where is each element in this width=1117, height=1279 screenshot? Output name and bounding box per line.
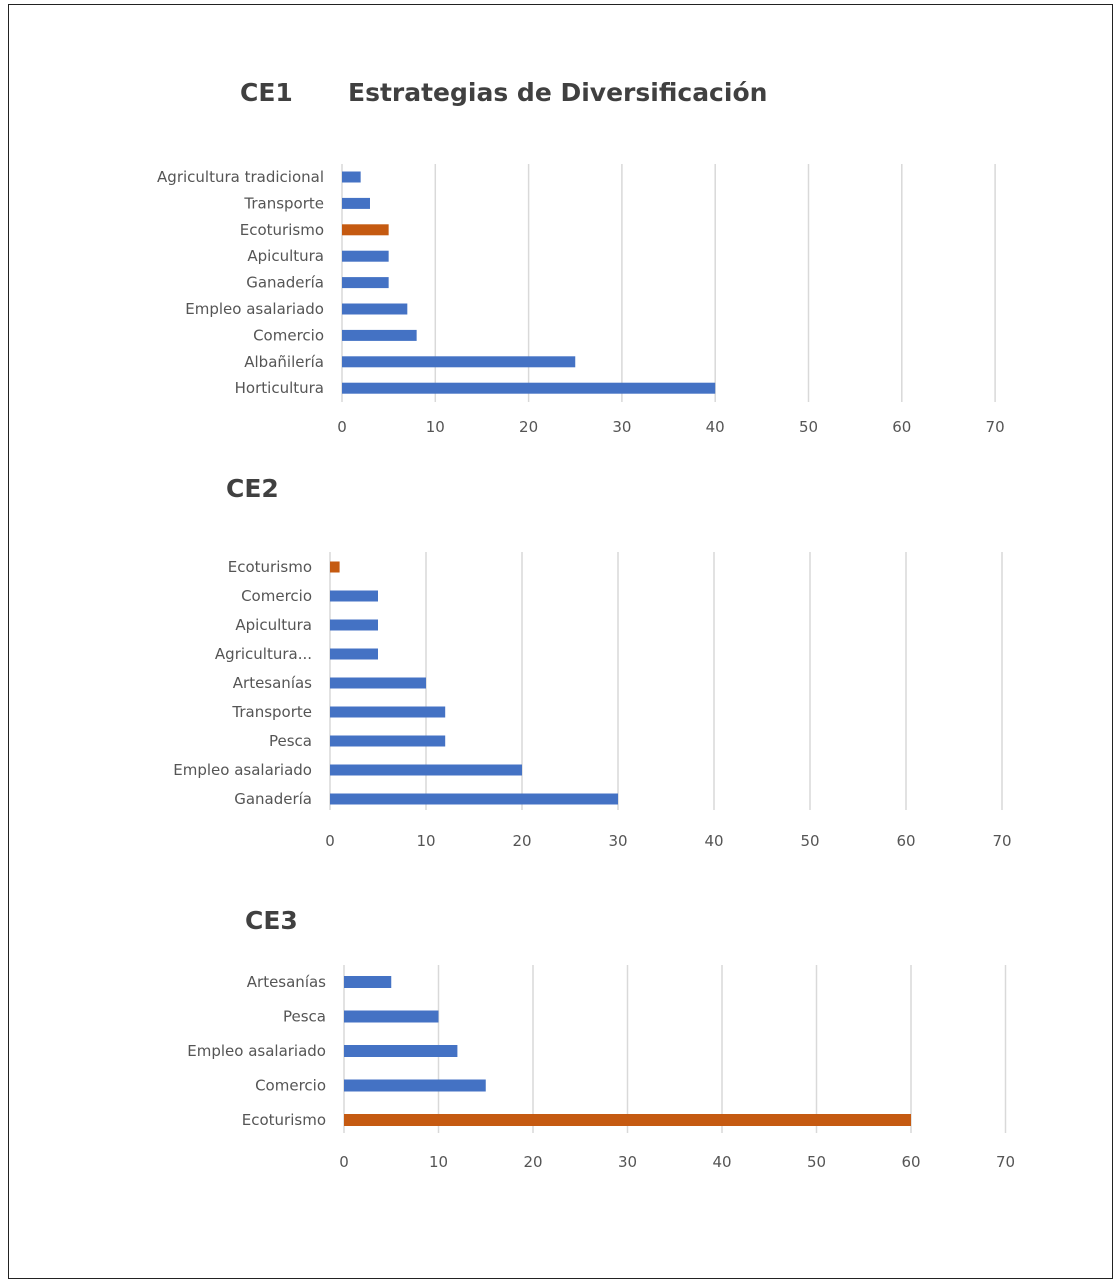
bar bbox=[344, 976, 392, 988]
x-tick-label: 60 bbox=[892, 418, 911, 436]
bar bbox=[330, 706, 446, 718]
category-label: Pesca bbox=[269, 732, 312, 750]
bar bbox=[344, 1045, 458, 1057]
x-tick-label: 30 bbox=[618, 1153, 637, 1171]
ce3-bar-chart: 0 10 20 30 40 50 60 70 Artesanías Pesca Empleo asa… bbox=[187, 965, 1015, 1171]
x-tick-label: 20 bbox=[512, 832, 531, 850]
category-label: Comercio bbox=[255, 1077, 326, 1095]
category-label: Empleo asalariado bbox=[173, 761, 312, 779]
x-tick-label: 0 bbox=[325, 832, 335, 850]
category-label: Artesanías bbox=[233, 674, 312, 692]
category-label: Comercio bbox=[241, 587, 312, 605]
x-tick-label: 10 bbox=[426, 418, 445, 436]
bar bbox=[344, 1010, 439, 1023]
ce2-title: CE2 bbox=[226, 474, 279, 503]
x-tick-label: 0 bbox=[339, 1153, 349, 1171]
category-label: Empleo asalariado bbox=[187, 1042, 326, 1060]
x-tick-label: 50 bbox=[800, 832, 819, 850]
category-label: Ecoturismo bbox=[242, 1111, 326, 1129]
x-tick-label: 60 bbox=[896, 832, 915, 850]
bar bbox=[342, 303, 408, 315]
x-tick-label: 70 bbox=[996, 1153, 1015, 1171]
category-label: Horticultura bbox=[235, 379, 324, 397]
bar bbox=[342, 197, 370, 209]
x-tick-label: 40 bbox=[712, 1153, 731, 1171]
bar bbox=[344, 1114, 911, 1126]
category-label: Ecoturismo bbox=[228, 558, 312, 576]
ce1-subtitle: Estrategias de Diversificación bbox=[348, 78, 768, 107]
ce1-bar-chart: 0 10 20 30 40 50 60 70 Agricultura tradicional Tr… bbox=[157, 164, 1005, 436]
bar bbox=[342, 250, 389, 262]
bar bbox=[330, 590, 378, 602]
bar bbox=[342, 277, 389, 289]
category-label: Apicultura bbox=[247, 247, 324, 265]
category-label: Agricultura tradicional bbox=[157, 168, 324, 186]
x-tick-label: 40 bbox=[704, 832, 723, 850]
x-tick-label: 40 bbox=[706, 418, 725, 436]
category-label: Empleo asalariado bbox=[185, 300, 324, 318]
bar bbox=[330, 764, 522, 776]
x-tick-label: 50 bbox=[799, 418, 818, 436]
category-label: Comercio bbox=[253, 326, 324, 344]
category-label: Artesanías bbox=[247, 973, 326, 991]
category-label: Transporte bbox=[231, 703, 312, 721]
category-label: Albañilería bbox=[244, 353, 324, 371]
ce3-title: CE3 bbox=[245, 906, 298, 935]
bar bbox=[342, 382, 716, 394]
bar bbox=[342, 171, 361, 183]
category-label: Ecoturismo bbox=[240, 221, 324, 239]
ce2-bar-chart: 0 10 20 30 40 50 60 70 Ecoturismo Comercio Apicult… bbox=[173, 552, 1012, 850]
category-label: Agricultura... bbox=[215, 645, 312, 663]
category-label: Apicultura bbox=[235, 616, 312, 634]
x-tick-label: 20 bbox=[519, 418, 538, 436]
bar bbox=[330, 735, 446, 747]
category-label: Pesca bbox=[283, 1008, 326, 1026]
category-label: Transporte bbox=[243, 194, 324, 212]
x-tick-label: 70 bbox=[986, 418, 1005, 436]
x-tick-label: 0 bbox=[337, 418, 347, 436]
x-tick-label: 10 bbox=[429, 1153, 448, 1171]
x-tick-label: 70 bbox=[992, 832, 1011, 850]
x-tick-label: 20 bbox=[523, 1153, 542, 1171]
bar bbox=[342, 329, 417, 341]
bar bbox=[330, 648, 378, 660]
bar bbox=[342, 356, 576, 368]
bar bbox=[330, 561, 340, 573]
category-label: Ganadería bbox=[234, 790, 312, 808]
ce1-title: CE1 bbox=[240, 78, 293, 107]
bar bbox=[344, 1079, 486, 1092]
bar bbox=[330, 619, 378, 631]
x-tick-label: 10 bbox=[416, 832, 435, 850]
bar bbox=[342, 224, 389, 236]
x-tick-label: 30 bbox=[612, 418, 631, 436]
x-tick-label: 60 bbox=[901, 1153, 920, 1171]
bar bbox=[330, 677, 426, 689]
x-tick-label: 30 bbox=[608, 832, 627, 850]
x-tick-label: 50 bbox=[807, 1153, 826, 1171]
category-label: Ganadería bbox=[246, 274, 324, 292]
bar bbox=[330, 793, 618, 805]
